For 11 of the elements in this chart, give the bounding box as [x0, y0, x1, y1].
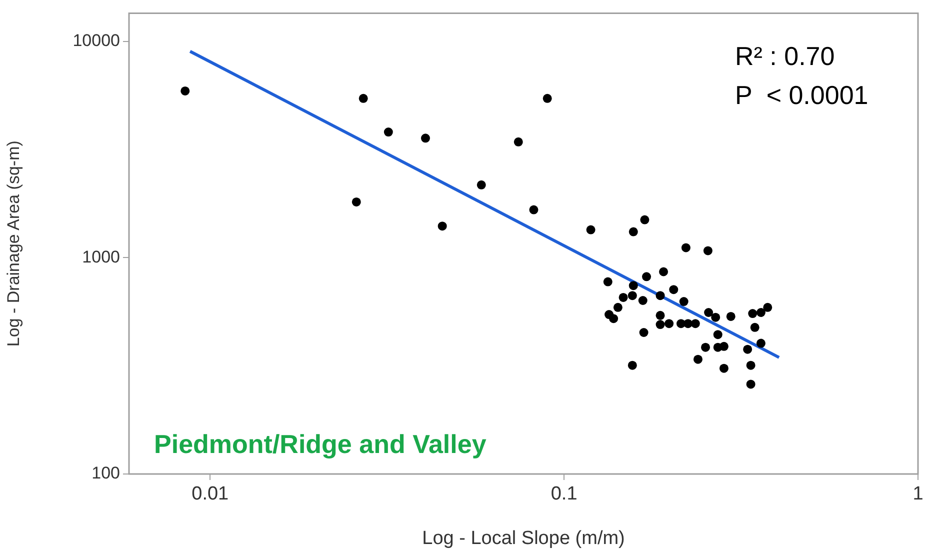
y-tick-label: 100: [92, 464, 120, 483]
x-tick-label: 1: [912, 484, 924, 505]
annotation: Piedmont/Ridge and Valley: [154, 429, 487, 459]
y-axis-title: Log - Drainage Area (sq-m): [4, 140, 23, 347]
annotation: R² : 0.70: [735, 41, 835, 72]
annotation: P < 0.0001: [735, 80, 868, 110]
x-axis-title: Log - Local Slope (m/m): [422, 528, 625, 549]
x-tick-label: 0.01: [192, 484, 229, 505]
x-tick-label: 0.1: [550, 484, 578, 505]
y-tick-label: 10000: [72, 31, 120, 50]
y-tick-label: 1000: [82, 247, 120, 266]
